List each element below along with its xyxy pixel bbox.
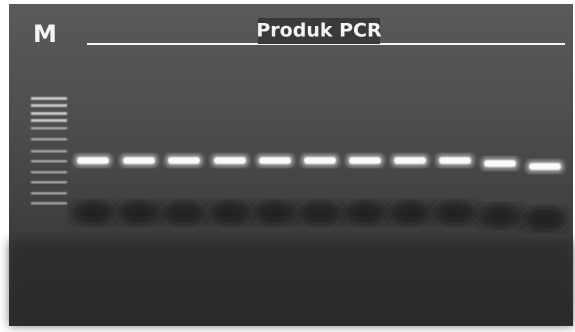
primer-dimer-smear bbox=[253, 201, 297, 225]
ladder-band bbox=[31, 171, 67, 174]
marker-label: M bbox=[33, 20, 57, 48]
ladder-band bbox=[31, 181, 67, 184]
gel-bottom-shade bbox=[9, 240, 573, 326]
primer-dimer-smear bbox=[71, 201, 115, 225]
pcr-band bbox=[259, 157, 291, 164]
primer-dimer-smear bbox=[523, 207, 567, 231]
page: Produk PCR M (() => { const data = JSON.… bbox=[0, 0, 575, 332]
pcr-band bbox=[77, 157, 109, 164]
ladder-band bbox=[31, 127, 67, 130]
pcr-band bbox=[123, 157, 155, 164]
primer-dimer-smear bbox=[433, 201, 477, 225]
primer-dimer-smear bbox=[208, 201, 252, 225]
pcr-band bbox=[304, 157, 336, 164]
pcr-band bbox=[168, 157, 200, 164]
primer-dimer-smear bbox=[162, 201, 206, 225]
ladder-band bbox=[31, 119, 67, 122]
pcr-band bbox=[394, 157, 426, 164]
ladder-band bbox=[31, 112, 67, 115]
ladder-band bbox=[31, 97, 67, 100]
primer-dimer-smear bbox=[298, 201, 342, 225]
primer-dimer-smear bbox=[388, 201, 432, 225]
ladder-band bbox=[31, 150, 67, 153]
pcr-band bbox=[214, 157, 246, 164]
ladder-band bbox=[31, 192, 67, 195]
primer-dimer-smear bbox=[343, 201, 387, 225]
primer-dimer-smear bbox=[478, 204, 522, 228]
pcr-band bbox=[484, 160, 516, 167]
ladder-band bbox=[31, 202, 67, 205]
ladder-band bbox=[31, 160, 67, 163]
gel-image: Produk PCR M bbox=[0, 0, 575, 332]
title: Produk PCR bbox=[256, 20, 382, 42]
primer-dimer-smear bbox=[117, 201, 161, 225]
pcr-band bbox=[529, 163, 561, 170]
pcr-band bbox=[439, 157, 471, 164]
pcr-band bbox=[349, 157, 381, 164]
ladder-band bbox=[31, 104, 67, 107]
ladder-band bbox=[31, 138, 67, 141]
